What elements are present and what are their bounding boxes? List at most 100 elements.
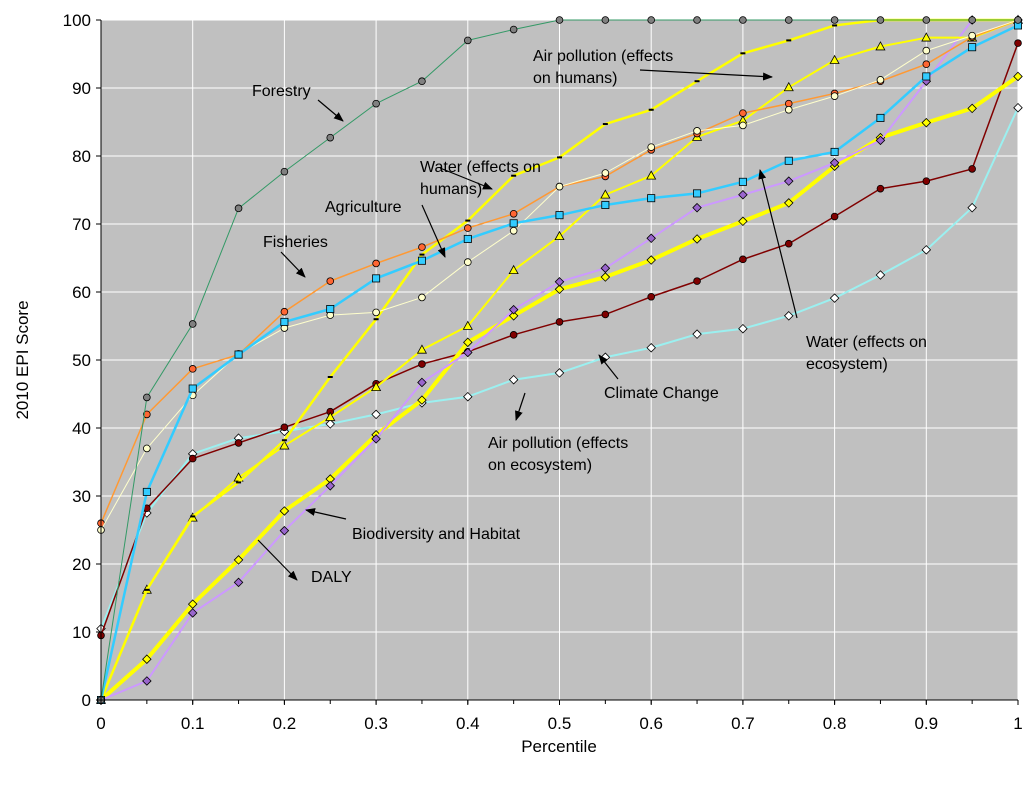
data-point [509, 210, 518, 218]
data-point [922, 177, 931, 185]
data-point [555, 16, 564, 24]
data-point [784, 239, 793, 248]
data-point [693, 16, 701, 24]
annotation-air-pollution-humans-1: Air pollution (effects [533, 48, 673, 65]
data-point [738, 323, 748, 334]
data-point [371, 409, 381, 420]
series-0 [96, 102, 1023, 634]
data-point [557, 156, 562, 159]
data-point [922, 60, 931, 68]
data-point [281, 439, 287, 442]
annotation-water-humans-1: Water (effects on [420, 159, 541, 176]
data-point [739, 255, 747, 264]
data-point [554, 277, 565, 287]
data-point [511, 174, 517, 177]
data-point [465, 219, 471, 222]
data-point [830, 16, 839, 24]
data-point [692, 234, 702, 244]
annotation-fisheries: Fisheries [263, 234, 328, 251]
data-point [463, 347, 473, 358]
data-point [875, 41, 886, 51]
data-point [694, 80, 700, 83]
data-point [279, 525, 290, 536]
data-point [188, 454, 197, 463]
data-point [739, 121, 747, 130]
data-point [142, 654, 152, 664]
data-point [786, 39, 792, 42]
data-point [555, 211, 564, 220]
data-point [646, 170, 657, 180]
data-point [967, 103, 977, 114]
data-point [692, 202, 702, 213]
data-point [234, 439, 243, 447]
data-point [233, 555, 244, 565]
data-point [876, 76, 885, 84]
data-point [648, 108, 654, 111]
data-point [418, 293, 426, 302]
data-point [326, 133, 335, 142]
annotation-climate-change: Climate Change [604, 385, 719, 402]
data-point [601, 169, 610, 177]
x-tick-label: 0.5 [548, 714, 572, 733]
data-point [922, 72, 931, 81]
data-point [968, 31, 976, 40]
data-point [233, 577, 244, 588]
data-point [876, 16, 885, 24]
data-point [463, 36, 472, 45]
annotation-air-pollution-humans-2: on humans) [533, 70, 618, 87]
x-tick-label: 0.6 [639, 714, 663, 733]
data-point [922, 46, 931, 55]
data-point [829, 293, 840, 303]
y-tick-label: 80 [72, 147, 91, 166]
annotation-biodiversity: Biodiversity and Habitat [352, 526, 521, 543]
data-point [142, 487, 151, 496]
data-point [463, 258, 472, 266]
data-point [832, 24, 838, 27]
data-point [830, 92, 839, 100]
y-tick-label: 70 [72, 215, 91, 234]
y-tick-label: 20 [72, 555, 91, 574]
data-point [279, 506, 290, 516]
arrow-biodiversity [305, 508, 347, 520]
annotation-forestry: Forestry [252, 83, 311, 100]
data-point [144, 588, 150, 591]
data-point [739, 16, 747, 24]
x-tick-label: 0.3 [364, 714, 388, 733]
data-point [647, 143, 655, 151]
data-point [419, 253, 425, 256]
data-point [509, 331, 518, 339]
data-point [371, 434, 381, 444]
y-tick-label: 40 [72, 419, 91, 438]
data-point [555, 182, 564, 191]
data-point [830, 212, 839, 221]
data-point [188, 365, 197, 373]
data-point [463, 234, 472, 243]
data-point [325, 481, 336, 491]
data-point [280, 317, 289, 326]
data-point [968, 165, 976, 173]
data-point [418, 77, 426, 85]
data-point [508, 304, 519, 315]
data-point [234, 204, 243, 213]
data-point [234, 350, 243, 359]
y-tick-label: 90 [72, 79, 91, 98]
data-point [1014, 16, 1022, 24]
annotation-water-humans-2: humans) [420, 181, 482, 198]
x-tick-label: 0.4 [456, 714, 480, 733]
annotation-water-ecosystem-1: Water (effects on [806, 334, 927, 351]
data-point [372, 259, 380, 268]
data-point [738, 177, 747, 186]
data-point [921, 117, 932, 128]
data-point [280, 167, 289, 176]
data-point [372, 274, 381, 283]
data-point [325, 411, 336, 421]
data-point [693, 189, 702, 198]
data-point [875, 135, 886, 146]
annotation-air-pollution-ecosystem-2: on ecosystem) [488, 457, 592, 474]
data-point [968, 16, 976, 24]
data-point [784, 105, 793, 114]
arrow-air-pollution-ecosystem [515, 392, 526, 421]
data-point [600, 263, 611, 273]
data-point [692, 329, 702, 339]
data-point [739, 109, 747, 117]
